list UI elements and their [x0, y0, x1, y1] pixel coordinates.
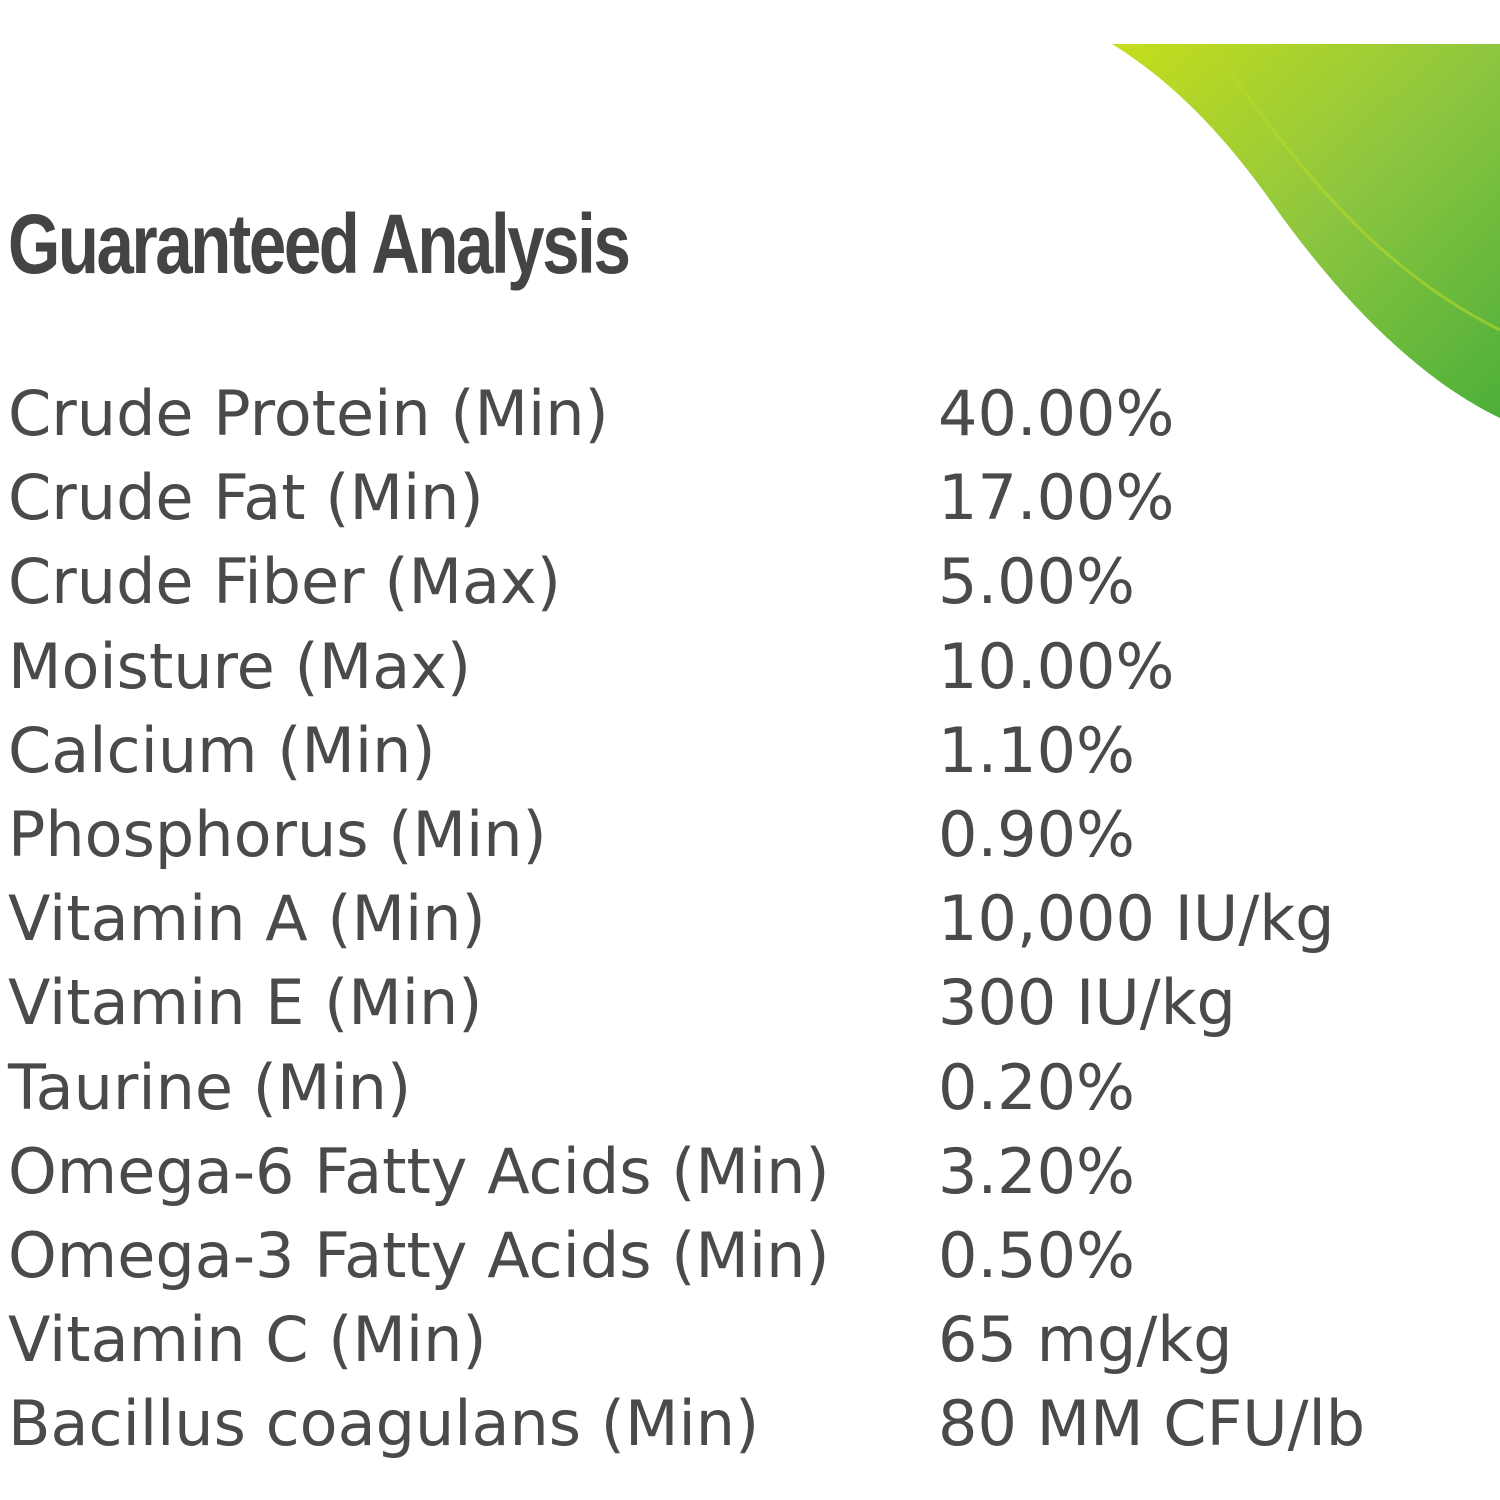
analysis-row: Omega-3 Fatty Acids (Min) 0.50% [8, 1214, 1135, 1298]
nutrient-value: 0.50% [938, 1218, 1135, 1292]
nutrient-value: 10,000 IU/kg [938, 882, 1335, 956]
analysis-row: Vitamin C (Min) 65 mg/kg [8, 1298, 1233, 1382]
analysis-row: Phosphorus (Min) 0.90% [8, 793, 1135, 877]
nutrient-value: 17.00% [938, 461, 1175, 535]
analysis-row: Calcium (Min) 1.10% [8, 709, 1135, 793]
nutrient-value: 0.90% [938, 797, 1135, 871]
analysis-row: Crude Fiber (Max) 5.00% [8, 540, 1135, 624]
nutrient-name: Omega-3 Fatty Acids (Min) [8, 1218, 830, 1292]
nutrient-value: 40.00% [938, 377, 1175, 450]
analysis-row: Taurine (Min) 0.20% [8, 1046, 1135, 1130]
nutrient-value: 65 mg/kg [938, 1303, 1233, 1377]
nutrient-value: 0.20% [938, 1050, 1135, 1124]
nutrient-name: Taurine (Min) [8, 1050, 412, 1124]
nutrient-value: 300 IU/kg [938, 966, 1236, 1040]
analysis-row: Moisture (Max) 10.00% [8, 625, 1174, 709]
nutrient-name: Crude Protein (Min) [8, 377, 609, 450]
analysis-row: Crude Fat (Min) 17.00% [8, 456, 1174, 540]
nutrient-name: Omega-6 Fatty Acids (Min) [8, 1134, 830, 1208]
nutrient-value: 1.10% [938, 713, 1135, 787]
nutrient-name: Moisture (Max) [8, 629, 472, 703]
nutrient-name: Crude Fat (Min) [8, 461, 484, 535]
analysis-row: Vitamin E (Min) 300 IU/kg [8, 961, 1236, 1045]
nutrient-value: 10.00% [938, 629, 1175, 703]
analysis-row: Vitamin A (Min) 10,000 IU/kg [8, 877, 1334, 961]
nutrient-name: Bacillus coagulans (Min) [8, 1387, 760, 1461]
nutrient-value: 80 MM CFU/lb [938, 1387, 1366, 1461]
nutrient-name: Vitamin A (Min) [8, 882, 486, 956]
analysis-row: Bacillus coagulans (Min) 80 MM CFU/lb [8, 1382, 1365, 1466]
title: Guaranteed Analysis [8, 197, 631, 291]
nutrient-name: Crude Fiber (Max) [8, 545, 561, 619]
nutrient-name: Calcium (Min) [8, 713, 436, 787]
analysis-table: Crude Protein (Min) 40.00% Crude Fat (Min)… [8, 372, 1365, 1466]
nutrient-value: 5.00% [938, 545, 1135, 619]
nutrient-name: Vitamin E (Min) [8, 966, 483, 1040]
analysis-row: Omega-6 Fatty Acids (Min) 3.20% [8, 1130, 1135, 1214]
nutrient-value: 3.20% [938, 1134, 1135, 1208]
nutrient-name: Vitamin C (Min) [8, 1303, 487, 1377]
nutrient-name: Phosphorus (Min) [8, 797, 547, 871]
analysis-row: Crude Protein (Min) 40.00% [8, 372, 1174, 456]
